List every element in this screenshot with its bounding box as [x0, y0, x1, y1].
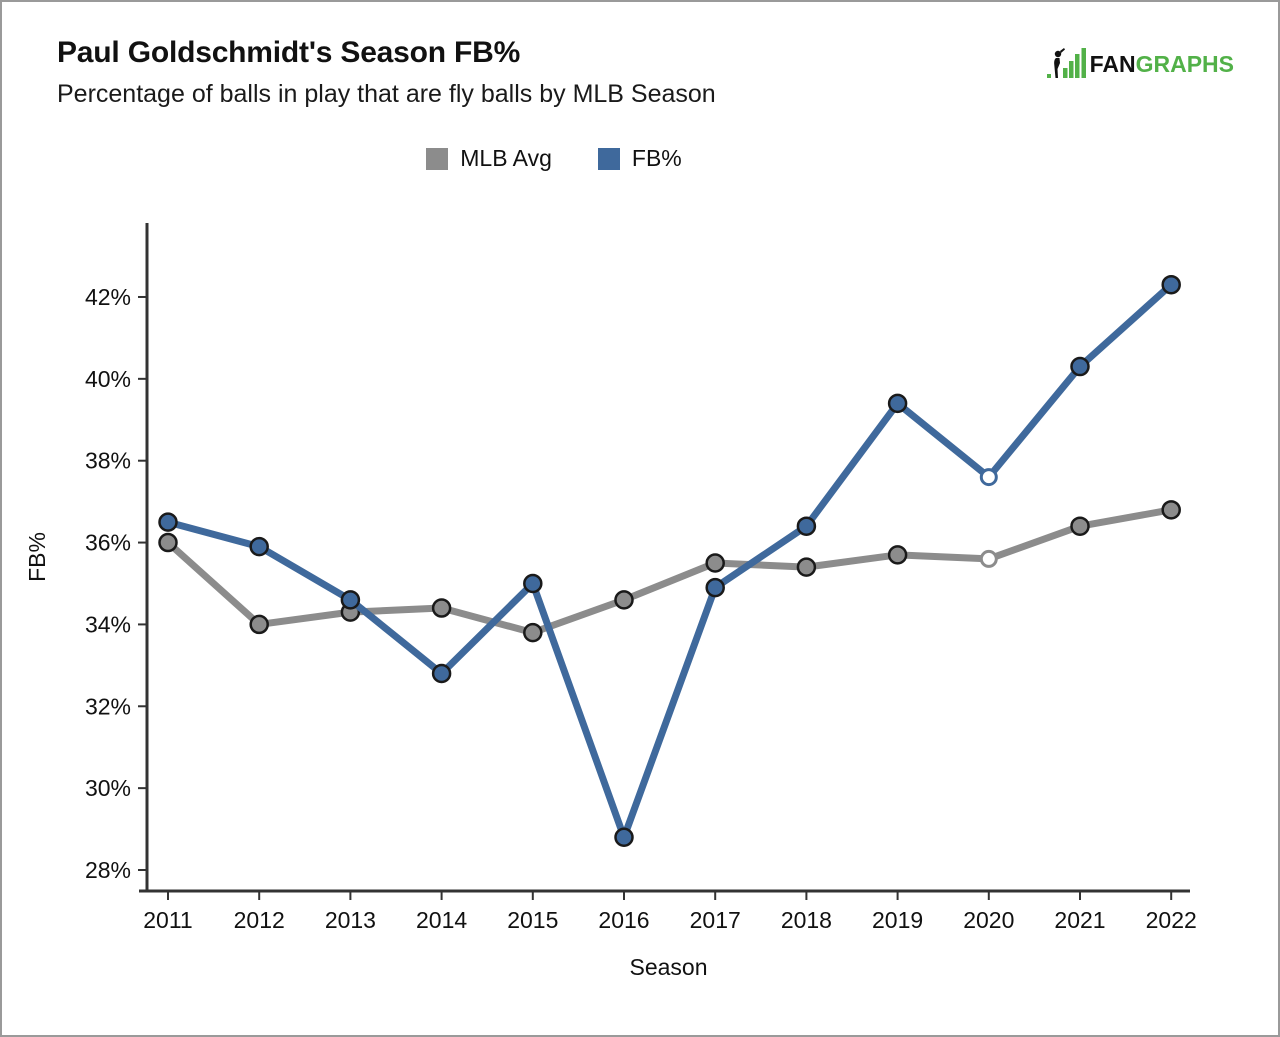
- series-line-fb: [164, 281, 1175, 841]
- data-point-fb-2015[interactable]: [523, 573, 543, 594]
- fangraphs-logo[interactable]: FAN GRAPHS: [1046, 48, 1234, 80]
- x-tick-label-2016: 2016: [598, 907, 649, 933]
- fangraphs-batter-bars-icon: [1046, 48, 1086, 78]
- x-tick-label-2022: 2022: [1146, 907, 1197, 933]
- x-tick-label-2012: 2012: [234, 907, 285, 933]
- legend-swatch-fb-pct: [597, 147, 620, 170]
- legend-label-mlb-avg: MLB Avg: [460, 145, 552, 171]
- data-point-fb-2018[interactable]: [796, 516, 817, 536]
- chart-legend: MLB Avg FB%: [0, 145, 1108, 172]
- y-tick-label-38: 38%: [85, 448, 131, 474]
- x-tick-label-2019: 2019: [872, 907, 923, 933]
- data-point-mlb-avg-2021[interactable]: [1070, 516, 1090, 536]
- data-point-fb-2011[interactable]: [158, 512, 178, 532]
- data-point-mlb-avg-2020[interactable]: [979, 549, 998, 568]
- data-point-fb-2021[interactable]: [1070, 356, 1090, 377]
- y-tick-label-28: 28%: [85, 857, 131, 883]
- data-point-mlb-avg-2018[interactable]: [796, 557, 817, 577]
- y-tick-label-36: 36%: [85, 530, 131, 556]
- chart-title: Paul Goldschmidt's Season FB%: [57, 36, 521, 69]
- y-axis-title: FB%: [24, 532, 50, 582]
- data-point-fb-2022[interactable]: [1161, 274, 1181, 295]
- data-point-fb-2019[interactable]: [887, 393, 908, 414]
- data-point-mlb-avg-2016[interactable]: [614, 590, 634, 610]
- x-tick-label-2011: 2011: [143, 907, 192, 933]
- data-point-fb-2012[interactable]: [249, 536, 269, 557]
- x-tick-label-2020: 2020: [963, 907, 1014, 933]
- data-point-mlb-avg-2015[interactable]: [523, 622, 543, 643]
- data-point-fb-2016[interactable]: [614, 827, 634, 848]
- y-tick-label-32: 32%: [85, 693, 131, 719]
- legend-swatch-mlb-avg: [426, 147, 449, 170]
- series-line-mlb-avg: [164, 506, 1175, 637]
- data-point-mlb-avg-2011[interactable]: [158, 532, 178, 553]
- data-point-fb-2020[interactable]: [979, 468, 998, 487]
- data-point-mlb-avg-2019[interactable]: [887, 545, 908, 565]
- data-point-mlb-avg-2012[interactable]: [249, 614, 269, 635]
- legend-label-fb-pct: FB%: [631, 145, 682, 171]
- y-tick-label-34: 34%: [85, 611, 131, 637]
- chart-subtitle: Percentage of balls in play that are fly…: [57, 80, 716, 108]
- x-tick-label-2015: 2015: [507, 907, 558, 933]
- y-tick-label-40: 40%: [85, 366, 131, 392]
- data-point-mlb-avg-2017[interactable]: [705, 553, 725, 573]
- logo-text-graphs: GRAPHS: [1135, 50, 1234, 77]
- data-point-fb-2013[interactable]: [340, 590, 361, 610]
- legend-item-fb-pct[interactable]: FB%: [597, 145, 682, 172]
- logo-text-fan: FAN: [1089, 50, 1136, 77]
- x-tick-label-2017: 2017: [690, 907, 741, 933]
- x-tick-label-2018: 2018: [781, 907, 832, 933]
- y-tick-label-42: 42%: [85, 284, 131, 310]
- x-tick-label-2013: 2013: [325, 907, 376, 933]
- data-point-fb-2014[interactable]: [431, 663, 452, 684]
- x-axis-title: Season: [629, 954, 707, 980]
- x-tick-label-2014: 2014: [416, 907, 467, 933]
- y-tick-label-30: 30%: [85, 775, 131, 801]
- legend-item-mlb-avg[interactable]: MLB Avg: [426, 145, 552, 172]
- x-tick-label-2021: 2021: [1054, 907, 1105, 933]
- data-point-mlb-avg-2022[interactable]: [1161, 500, 1181, 520]
- data-point-fb-2017[interactable]: [705, 577, 725, 598]
- data-point-mlb-avg-2014[interactable]: [431, 598, 452, 618]
